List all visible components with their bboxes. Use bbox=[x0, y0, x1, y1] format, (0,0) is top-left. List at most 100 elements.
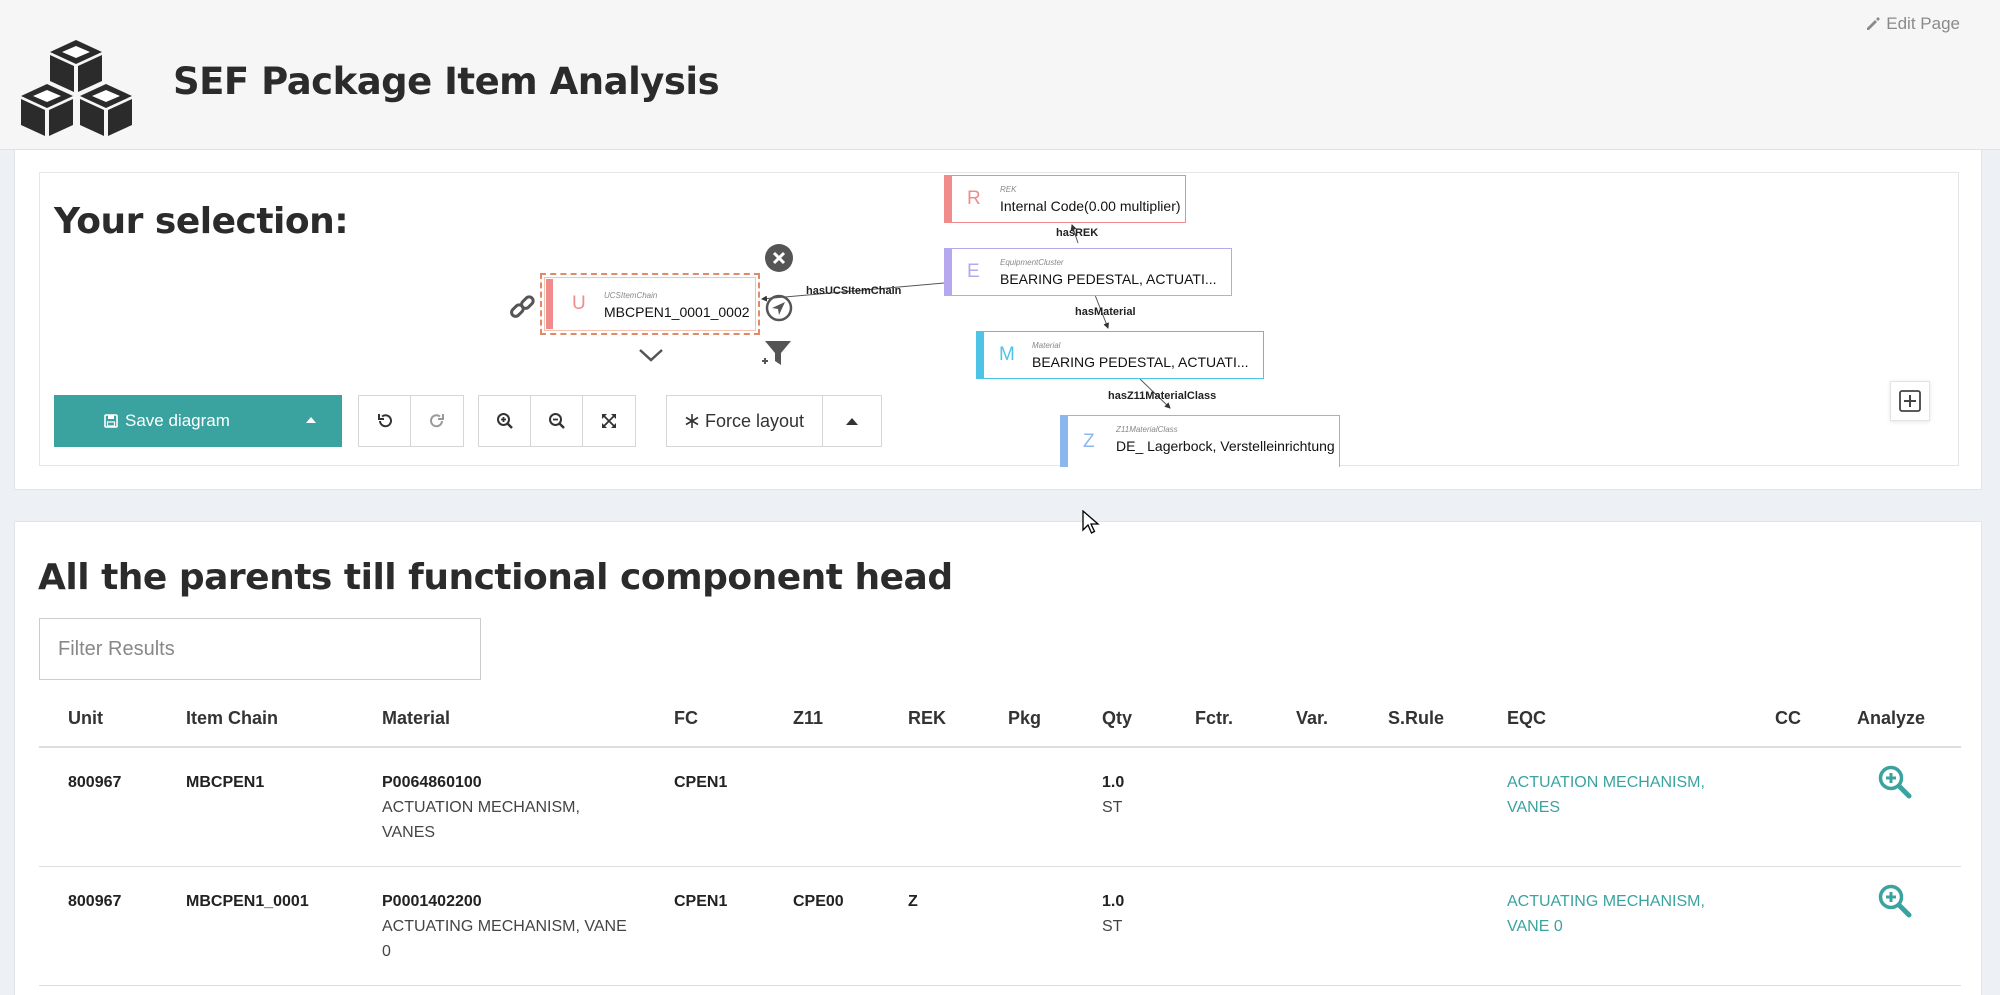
analyze-button[interactable] bbox=[1877, 883, 1913, 927]
qty-value: 1.0 bbox=[1102, 893, 1125, 910]
save-diagram-label: Save diagram bbox=[125, 411, 230, 430]
parents-table: Unit Item Chain Material FC Z11 REK Pkg … bbox=[39, 692, 1961, 986]
node-rek[interactable]: R REK Internal Code(0.00 multiplier) bbox=[944, 175, 1186, 223]
column-factor[interactable]: Fctr. bbox=[1195, 708, 1234, 728]
column-unit[interactable]: Unit bbox=[68, 708, 103, 728]
page-header: SEF Package Item Analysis Edit Page bbox=[0, 0, 2000, 150]
layout-button-group: Force layout bbox=[666, 395, 882, 447]
expand-diagram-button[interactable] bbox=[1890, 381, 1930, 421]
material-description: ACTUATION MECHANISM, VANES bbox=[382, 799, 580, 841]
node-ucs-item-chain[interactable]: U UCSItemChain MBCPEN1_0001_0002 bbox=[540, 273, 760, 335]
edit-page-label: Edit Page bbox=[1886, 14, 1960, 33]
table-row: 800967 MBCPEN1 P0064860100 ACTUATION MEC… bbox=[39, 748, 1961, 867]
pencil-icon bbox=[1867, 17, 1881, 30]
column-eqc[interactable]: EQC bbox=[1507, 708, 1547, 728]
edge-has-ucs bbox=[761, 282, 945, 302]
column-material[interactable]: Material bbox=[382, 708, 451, 728]
zoom-out-button[interactable] bbox=[531, 396, 583, 446]
column-variant[interactable]: Var. bbox=[1296, 708, 1329, 728]
cell-eqc-link[interactable]: ACTUATION MECHANISM, VANES bbox=[1507, 774, 1705, 816]
node-z11-material-class[interactable]: Z Z11MaterialClass DE_ Lagerbock, Verste… bbox=[1060, 415, 1340, 467]
remove-node-icon[interactable] bbox=[764, 243, 794, 273]
edge-has-material bbox=[1094, 294, 1109, 329]
node-color-bar bbox=[546, 279, 553, 329]
mouse-cursor-icon bbox=[1082, 510, 1100, 534]
node-label: BEARING PEDESTAL, ACTUATI... bbox=[1000, 271, 1217, 287]
node-letter: U bbox=[572, 293, 586, 314]
node-label: Internal Code(0.00 multiplier) bbox=[1000, 198, 1181, 214]
node-material[interactable]: M Material BEARING PEDESTAL, ACTUATI... bbox=[976, 331, 1264, 379]
column-qty[interactable]: Qty bbox=[1102, 708, 1133, 728]
column-s-rule[interactable]: S.Rule bbox=[1388, 708, 1445, 728]
expand-arrows-icon bbox=[602, 414, 616, 428]
fit-screen-button[interactable] bbox=[583, 396, 635, 446]
table-header: Unit Item Chain Material FC Z11 REK Pkg … bbox=[39, 692, 1961, 748]
redo-icon bbox=[430, 414, 444, 428]
node-type: Material bbox=[1032, 341, 1061, 350]
edit-page-link[interactable]: Edit Page bbox=[1865, 14, 1960, 34]
redo-button[interactable] bbox=[411, 396, 463, 446]
node-color-bar bbox=[945, 176, 952, 222]
edge-label-has-material: hasMaterial bbox=[1075, 306, 1136, 318]
column-pkg[interactable]: Pkg bbox=[1008, 708, 1042, 728]
save-diagram-content: Save diagram bbox=[104, 411, 230, 431]
cell-fc: CPEN1 bbox=[674, 774, 728, 791]
cell-fc: CPEN1 bbox=[674, 893, 728, 910]
node-color-bar bbox=[1061, 416, 1068, 467]
node-type: EquipmentCluster bbox=[1000, 258, 1064, 267]
analyze-button[interactable] bbox=[1877, 764, 1913, 808]
filter-add-icon[interactable] bbox=[760, 337, 794, 371]
cubes-logo-icon bbox=[21, 40, 132, 136]
node-letter: E bbox=[967, 261, 980, 282]
edge-has-z11 bbox=[1139, 378, 1171, 409]
column-analyze[interactable]: Analyze bbox=[1857, 708, 1926, 728]
force-layout-button[interactable]: Force layout bbox=[667, 396, 823, 446]
cell-eqc-link[interactable]: ACTUATING MECHANISM, VANE 0 bbox=[1507, 893, 1705, 935]
qty-unit: ST bbox=[1102, 799, 1123, 816]
cell-unit: 800967 bbox=[68, 774, 122, 791]
history-button-group bbox=[358, 395, 464, 447]
cell-item-chain: MBCPEN1_0001 bbox=[186, 893, 309, 910]
plus-square-icon bbox=[1899, 390, 1921, 412]
node-equipment-cluster[interactable]: E EquipmentCluster BEARING PEDESTAL, ACT… bbox=[944, 248, 1232, 296]
column-fc[interactable]: FC bbox=[674, 708, 698, 728]
node-letter: R bbox=[967, 188, 981, 209]
node-label: DE_ Lagerbock, Verstelleinrichtung bbox=[1116, 438, 1335, 454]
cell-z11: CPE00 bbox=[793, 893, 844, 910]
navigate-icon[interactable] bbox=[764, 293, 794, 323]
diagram: R REK Internal Code(0.00 multiplier) has… bbox=[40, 173, 1960, 467]
node-label: BEARING PEDESTAL, ACTUATI... bbox=[1032, 354, 1249, 370]
column-rek[interactable]: REK bbox=[908, 708, 947, 728]
force-layout-label: Force layout bbox=[704, 410, 805, 431]
qty-unit: ST bbox=[1102, 918, 1123, 935]
snowflake-icon bbox=[685, 414, 699, 428]
caret-up-icon[interactable] bbox=[306, 417, 316, 423]
link-icon[interactable] bbox=[508, 293, 538, 323]
cell-item-chain: MBCPEN1 bbox=[186, 774, 265, 791]
edge-label-has-ucs: hasUCSItemChain bbox=[806, 285, 902, 297]
expand-chevron-icon[interactable] bbox=[636, 345, 666, 365]
zoom-in-button[interactable] bbox=[479, 396, 531, 446]
column-cc[interactable]: CC bbox=[1775, 708, 1801, 728]
column-item-chain[interactable]: Item Chain bbox=[186, 708, 279, 728]
column-z11[interactable]: Z11 bbox=[793, 708, 824, 728]
node-type: UCSItemChain bbox=[604, 291, 658, 300]
caret-up-icon bbox=[846, 417, 858, 425]
node-color-bar bbox=[945, 249, 952, 295]
undo-button[interactable] bbox=[359, 396, 411, 446]
node-label: MBCPEN1_0001_0002 bbox=[604, 304, 750, 320]
layout-options-button[interactable] bbox=[823, 396, 881, 446]
zoom-in-icon bbox=[496, 413, 513, 429]
diagram-edges bbox=[761, 224, 1171, 409]
edge-label-has-z11: hasZ11MaterialClass bbox=[1108, 390, 1217, 402]
diagram-canvas[interactable]: Your selection: R REK Internal Code(0.00… bbox=[39, 172, 1960, 467]
node-type: REK bbox=[1000, 185, 1017, 194]
edge-has-rek bbox=[1070, 224, 1079, 244]
material-description: ACTUATING MECHANISM, VANE 0 bbox=[382, 918, 627, 960]
filter-results-input[interactable] bbox=[39, 618, 481, 680]
undo-icon bbox=[377, 414, 392, 428]
node-type: Z11MaterialClass bbox=[1116, 425, 1178, 434]
cell-qty: 1.0 ST bbox=[1102, 889, 1124, 939]
save-diagram-button[interactable]: Save diagram bbox=[54, 395, 342, 447]
edge-label-has-rek: hasREK bbox=[1056, 227, 1099, 239]
